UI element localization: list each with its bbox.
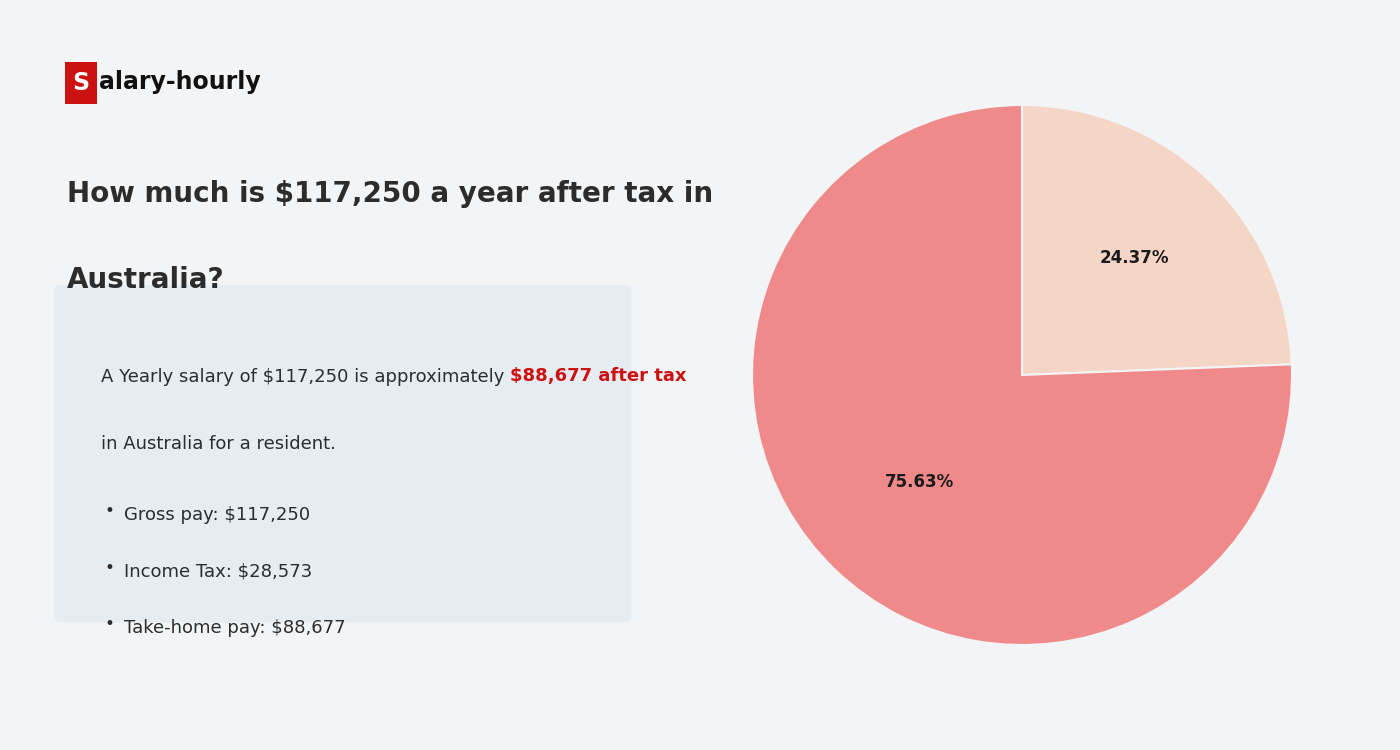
Text: A Yearly salary of $117,250 is approximately: A Yearly salary of $117,250 is approxima… <box>101 368 510 386</box>
Text: Income Tax: $28,573: Income Tax: $28,573 <box>125 562 312 580</box>
Text: Gross pay: $117,250: Gross pay: $117,250 <box>125 506 311 524</box>
Text: Australia?: Australia? <box>67 266 225 294</box>
FancyBboxPatch shape <box>66 62 98 104</box>
Text: •: • <box>104 559 113 577</box>
Text: •: • <box>104 615 113 633</box>
Wedge shape <box>752 105 1292 645</box>
FancyBboxPatch shape <box>53 285 631 622</box>
Text: Take-home pay: $88,677: Take-home pay: $88,677 <box>125 619 346 637</box>
Text: How much is $117,250 a year after tax in: How much is $117,250 a year after tax in <box>67 180 714 208</box>
Text: S: S <box>73 70 90 94</box>
Text: alary-hourly: alary-hourly <box>99 70 260 94</box>
Wedge shape <box>1022 105 1292 375</box>
Text: 75.63%: 75.63% <box>885 473 953 491</box>
Text: in Australia for a resident.: in Australia for a resident. <box>101 435 336 453</box>
Text: $88,677 after tax: $88,677 after tax <box>510 368 686 386</box>
Text: •: • <box>104 503 113 520</box>
Text: 24.37%: 24.37% <box>1099 249 1169 267</box>
